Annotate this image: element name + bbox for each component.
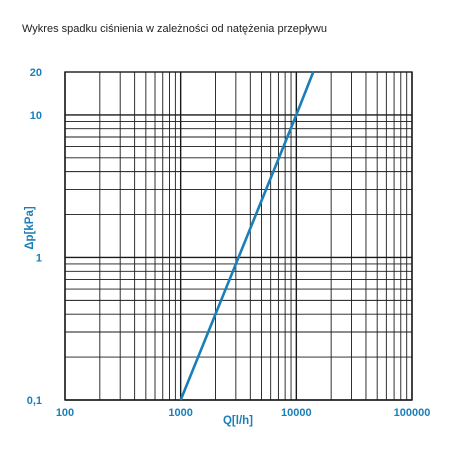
series-line-0 — [179, 71, 315, 401]
grid — [64, 71, 413, 401]
x-tick-label: 1000 — [168, 407, 192, 419]
y-tick-label: 1 — [36, 252, 42, 264]
x-axis-label: Q[l/h] — [223, 415, 253, 427]
y-axis-label: Δp[kPa] — [24, 206, 36, 250]
y-tick-label: 20 — [30, 67, 42, 79]
tick-labels: 100 1000 10000 100000 0,1 1 10 20 — [27, 67, 431, 419]
y-tick-label: 0,1 — [27, 395, 42, 407]
x-tick-label: 100 — [56, 407, 74, 419]
x-tick-label: 10000 — [281, 407, 312, 419]
series-layer — [179, 71, 315, 401]
y-tick-label: 10 — [30, 110, 42, 122]
x-tick-label: 100000 — [394, 407, 431, 419]
chart-title: Wykres spadku ciśnienia w zależności od … — [22, 23, 327, 35]
plot-frame — [64, 71, 413, 401]
